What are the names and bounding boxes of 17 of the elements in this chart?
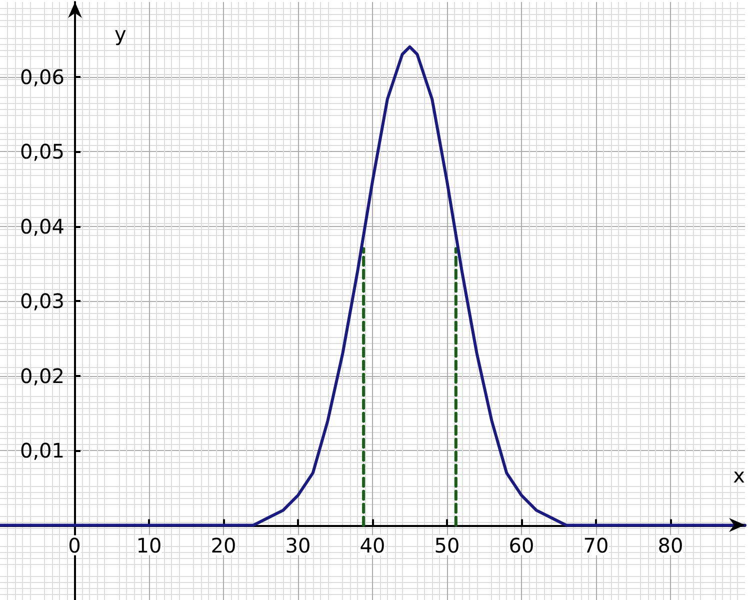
y-axis-title: y: [114, 22, 126, 46]
x-tick-label: 10: [136, 533, 162, 558]
x-tick-label: 60: [508, 533, 534, 558]
y-tick-label: 0,02: [20, 364, 64, 388]
x-tick-label: 50: [434, 533, 460, 558]
x-tick-label: 80: [658, 533, 684, 558]
y-tick-label: 0,04: [20, 214, 64, 238]
y-tick-label: 0,05: [20, 140, 64, 164]
x-tick-label: 20: [210, 533, 236, 558]
x-tick-label: 0: [68, 533, 81, 558]
x-tick-label: 30: [285, 533, 311, 558]
x-tick-label: 70: [583, 533, 609, 558]
y-tick-label: 0,01: [20, 438, 64, 462]
x-axis-title: x: [733, 463, 746, 488]
y-tick-label: 0,06: [20, 64, 64, 89]
y-tick-label: 0,03: [20, 289, 64, 313]
x-tick-label: 40: [360, 533, 386, 558]
